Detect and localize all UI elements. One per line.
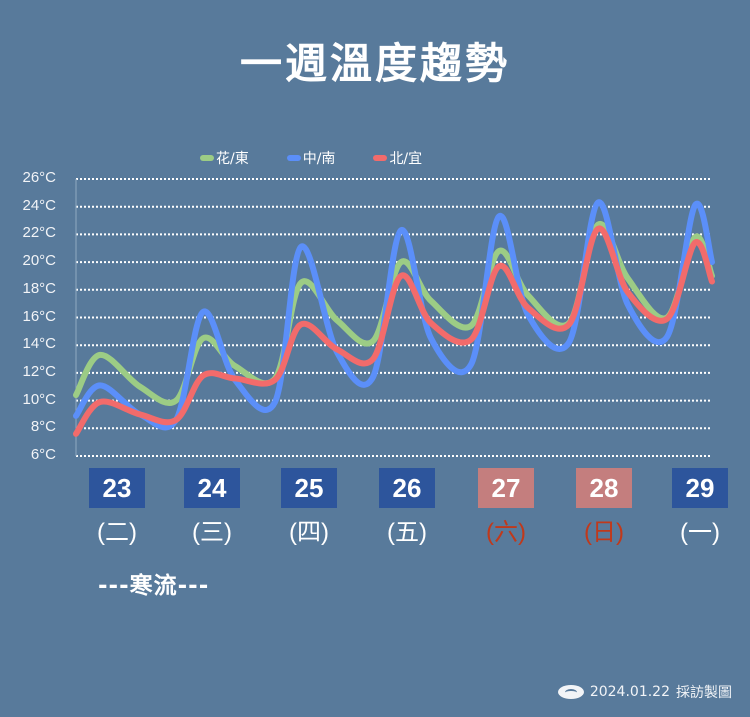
day-weekday: (日)	[584, 519, 624, 546]
legend-swatch-red	[373, 155, 388, 161]
day-date-box: 25	[281, 468, 337, 508]
legend-swatch-blue	[286, 155, 301, 161]
day-weekday: (六)	[486, 519, 526, 546]
y-tick-label: 24°C	[22, 196, 56, 214]
y-tick-label: 16°C	[22, 307, 56, 325]
cold-wave-note: ---寒流---	[98, 573, 210, 599]
legend-item-hualien-taitung: 花/東	[200, 148, 249, 168]
day-weekday: (五)	[387, 519, 427, 546]
y-tick-label: 6°C	[30, 446, 56, 463]
day-date-box: 27	[478, 468, 534, 508]
chart-title: 一週溫度趨勢	[239, 39, 510, 88]
day-label: 27 (六)	[476, 468, 536, 547]
legend-item-central-south: 中/南	[286, 148, 336, 168]
legend-label: 北/宜	[389, 151, 423, 167]
legend: 花/東 中/南 北/宜	[200, 148, 422, 168]
day-date-box: 24	[184, 468, 240, 508]
legend-label: 花/東	[216, 151, 249, 167]
footer: 2024.01.22 採訪製圖	[557, 682, 732, 702]
y-tick-label: 22°C	[22, 224, 56, 242]
footer-credit: 採訪製圖	[676, 685, 732, 701]
y-tick-label: 12°C	[22, 362, 56, 380]
day-weekday: (四)	[289, 519, 329, 546]
series-line-1	[73, 199, 715, 431]
agency-logo-icon	[557, 685, 584, 699]
day-date-box: 23	[89, 468, 145, 508]
y-tick-label: 10°C	[22, 390, 56, 408]
series-line-2	[73, 225, 715, 437]
day-date-box: 26	[379, 468, 435, 508]
day-date-box: 28	[576, 468, 632, 508]
y-tick-label: 8°C	[30, 418, 56, 436]
day-label: 29 (一)	[670, 468, 730, 547]
day-date-box: 29	[672, 468, 728, 508]
day-weekday: (二)	[97, 519, 137, 546]
day-label: 26 (五)	[377, 468, 437, 547]
day-label: 25 (四)	[279, 468, 339, 547]
day-label: 28 (日)	[574, 468, 634, 547]
y-tick-label: 26°C	[22, 169, 56, 186]
day-weekday: (一)	[680, 519, 720, 546]
footer-date: 2024.01.22	[589, 684, 670, 700]
day-label: 23 (二)	[87, 468, 147, 547]
legend-item-north-yilan: 北/宜	[373, 148, 422, 168]
day-weekday: (三)	[192, 519, 232, 546]
legend-label: 中/南	[302, 151, 336, 167]
day-label: 24 (三)	[182, 468, 242, 547]
legend-swatch-green	[200, 155, 214, 161]
y-tick-label: 18°C	[22, 279, 56, 297]
y-tick-label: 14°C	[22, 335, 56, 353]
y-tick-label: 20°C	[22, 252, 56, 270]
